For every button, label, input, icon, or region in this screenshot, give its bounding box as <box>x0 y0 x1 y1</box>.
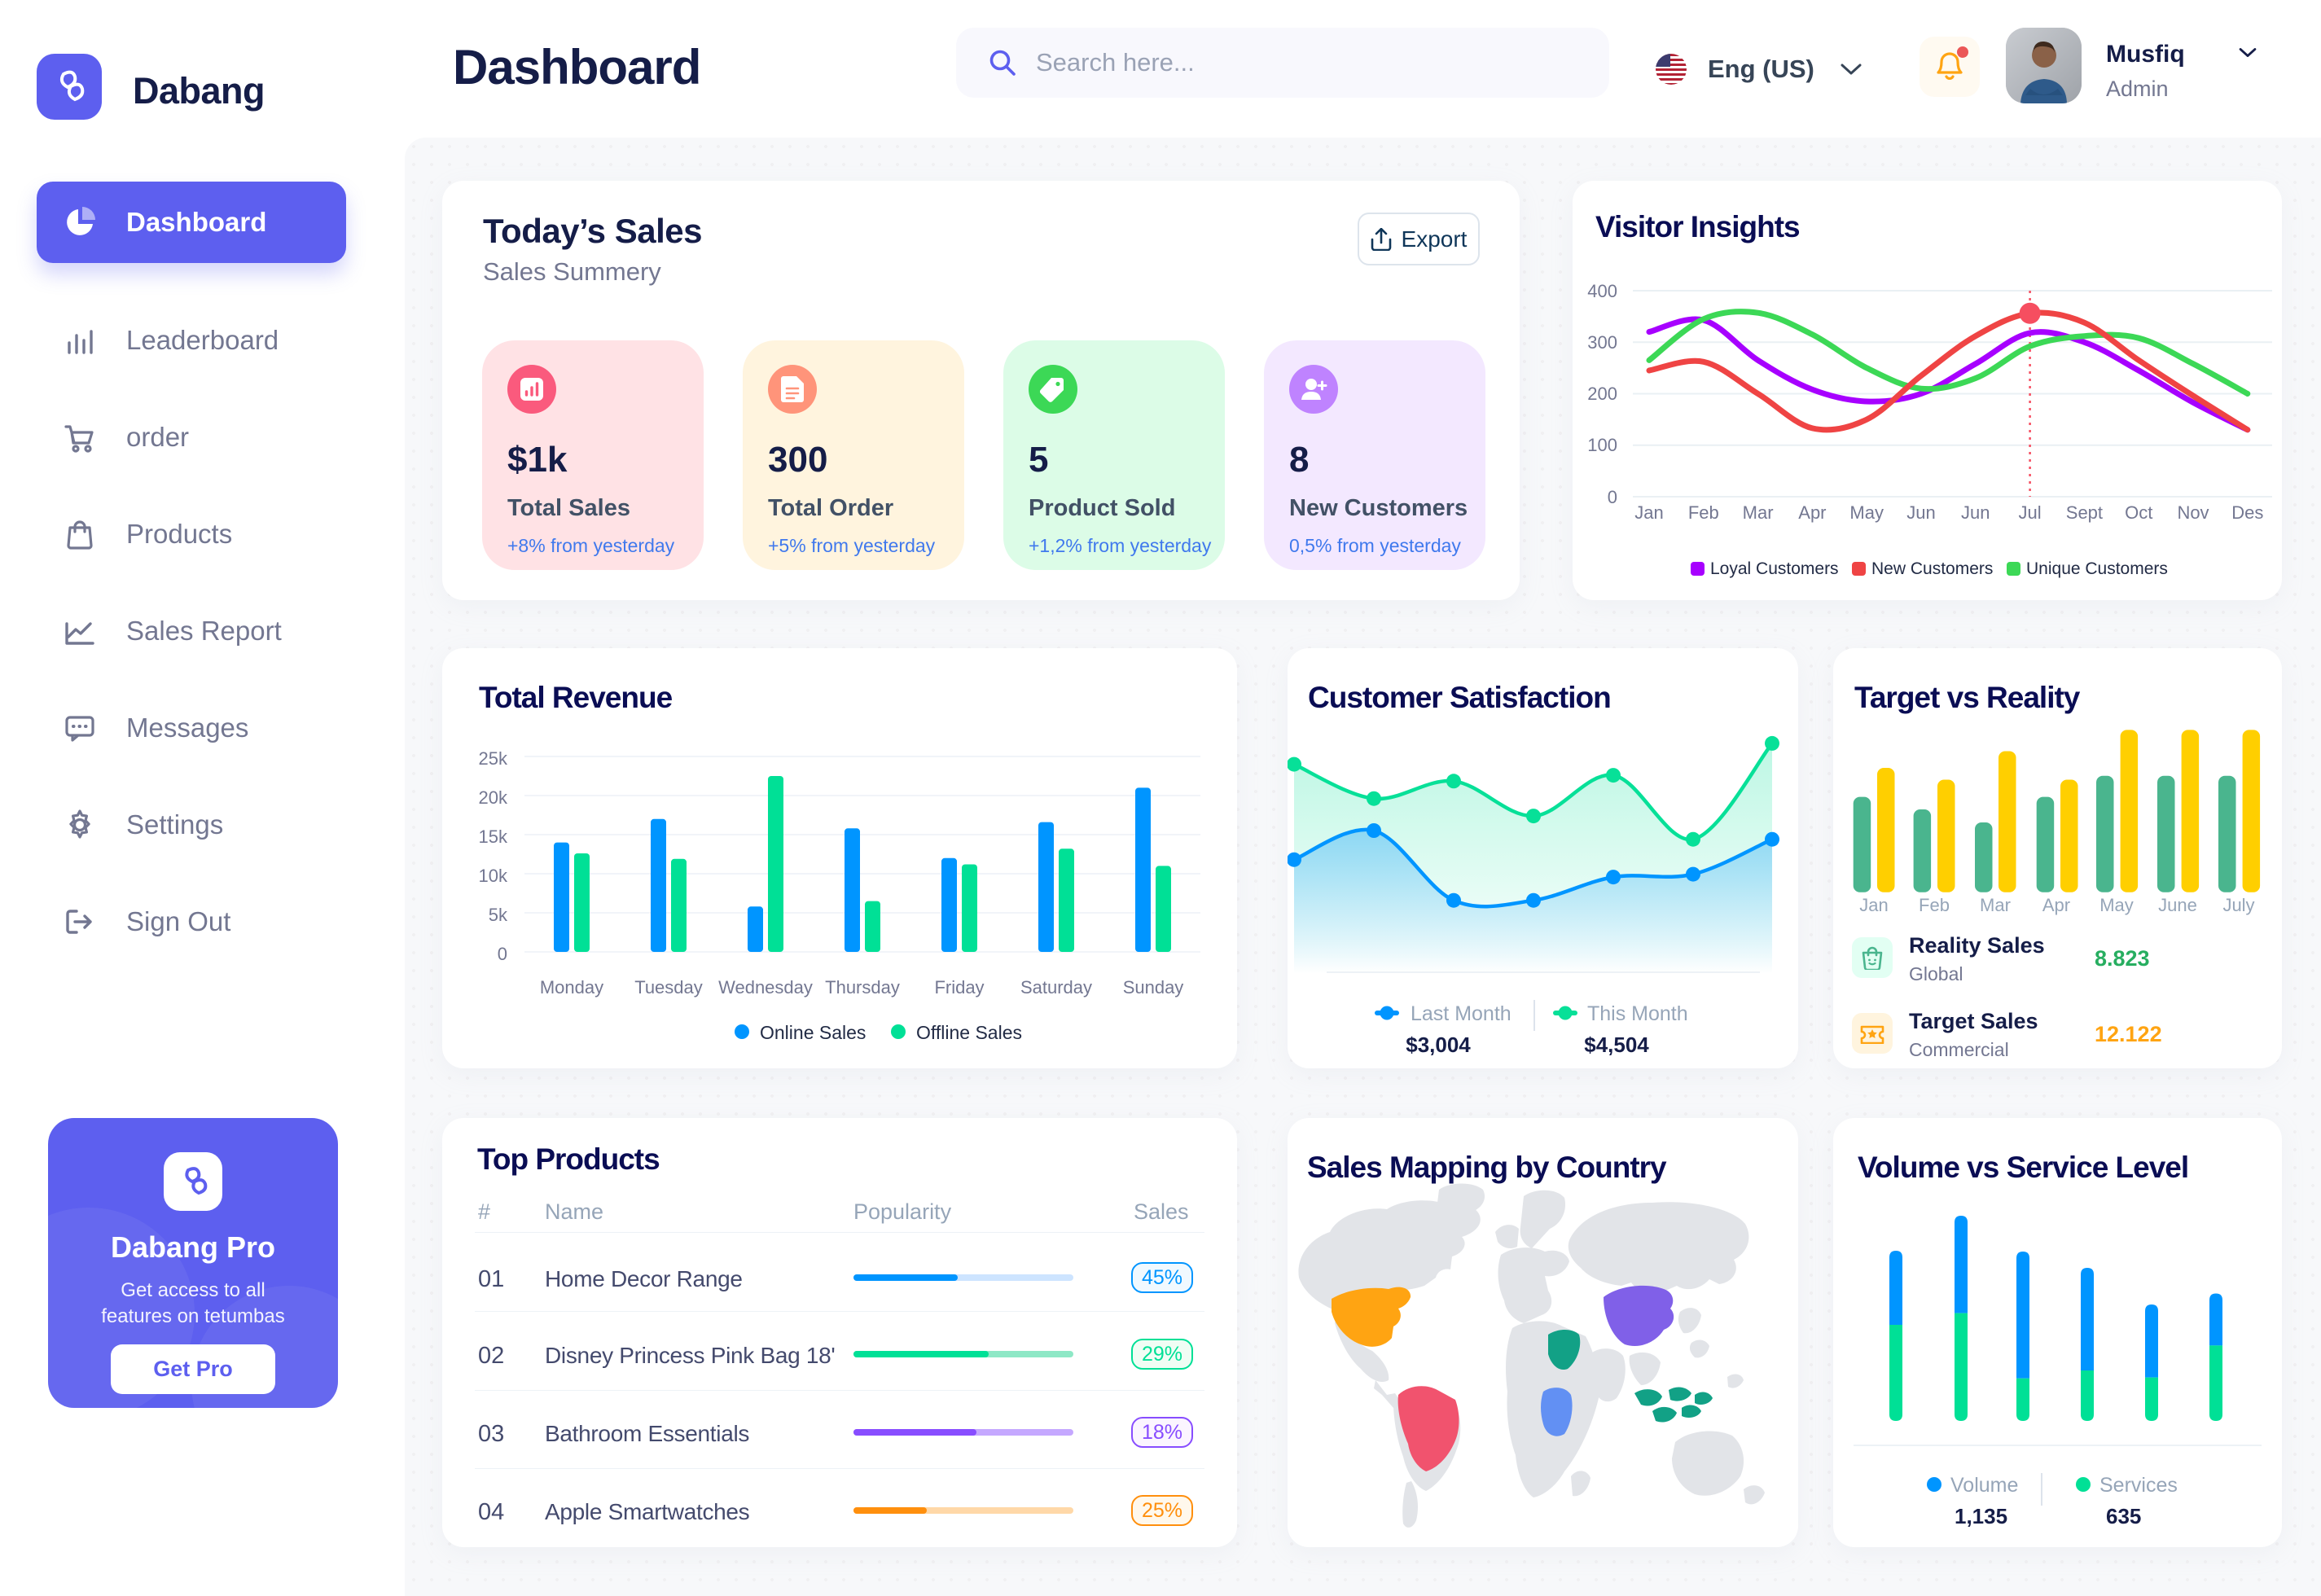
svg-text:Oct: Oct <box>2125 502 2152 523</box>
svg-text:This Month: This Month <box>1587 1002 1688 1025</box>
svg-text:Tuesday: Tuesday <box>634 977 703 998</box>
svg-text:May: May <box>2099 895 2134 915</box>
svg-text:1,135: 1,135 <box>1955 1504 2007 1528</box>
svg-text:Jun: Jun <box>1906 502 1935 523</box>
svg-text:8.823: 8.823 <box>2095 946 2150 971</box>
svg-text:Apr: Apr <box>2042 895 2070 915</box>
svg-text:Monday: Monday <box>540 977 603 998</box>
svg-text:Mar: Mar <box>1743 502 1774 523</box>
svg-text:Feb: Feb <box>1688 502 1719 523</box>
svg-text:100: 100 <box>1587 435 1617 455</box>
svg-text:Unique Customers: Unique Customers <box>2026 559 2168 578</box>
svg-text:Online Sales: Online Sales <box>760 1022 866 1043</box>
svg-text:Apr: Apr <box>1798 502 1826 523</box>
svg-text:Jan: Jan <box>1634 502 1663 523</box>
svg-text:New Customers: New Customers <box>1871 559 1993 578</box>
svg-text:12.122: 12.122 <box>2095 1022 2162 1046</box>
svg-text:Services: Services <box>2099 1474 2178 1497</box>
svg-text:Sept: Sept <box>2066 502 2103 523</box>
svg-text:Commercial: Commercial <box>1909 1039 2009 1060</box>
svg-text:June: June <box>2158 895 2197 915</box>
svg-text:$3,004: $3,004 <box>1406 1033 1471 1057</box>
svg-text:May: May <box>1849 502 1884 523</box>
svg-text:Jul: Jul <box>2019 502 2042 523</box>
svg-text:Des: Des <box>2231 502 2263 523</box>
svg-text:July: July <box>2222 895 2254 915</box>
svg-text:15k: 15k <box>479 826 508 847</box>
svg-text:Reality Sales: Reality Sales <box>1909 933 2045 958</box>
svg-text:Wednesday: Wednesday <box>718 977 813 998</box>
svg-text:10k: 10k <box>479 866 508 886</box>
svg-text:0: 0 <box>498 944 507 964</box>
svg-text:25k: 25k <box>479 748 508 769</box>
svg-text:Mar: Mar <box>1980 895 2011 915</box>
svg-text:635: 635 <box>2106 1504 2141 1528</box>
svg-text:0: 0 <box>1608 487 1617 507</box>
svg-text:300: 300 <box>1587 332 1617 353</box>
svg-text:Offline Sales: Offline Sales <box>916 1022 1022 1043</box>
svg-text:$4,504: $4,504 <box>1584 1033 1649 1057</box>
svg-text:20k: 20k <box>479 787 508 808</box>
svg-text:Last Month: Last Month <box>1411 1002 1512 1025</box>
svg-text:Target Sales: Target Sales <box>1909 1009 2038 1033</box>
svg-text:Thursday: Thursday <box>825 977 900 998</box>
svg-text:200: 200 <box>1587 384 1617 404</box>
svg-text:Feb: Feb <box>1919 895 1950 915</box>
svg-text:Loyal Customers: Loyal Customers <box>1710 559 1839 578</box>
svg-text:Jun: Jun <box>1961 502 1990 523</box>
svg-text:Nov: Nov <box>2177 502 2209 523</box>
svg-text:Friday: Friday <box>934 977 984 998</box>
svg-text:Sunday: Sunday <box>1123 977 1184 998</box>
svg-text:Volume: Volume <box>1950 1474 2018 1497</box>
svg-text:400: 400 <box>1587 281 1617 301</box>
svg-text:Jan: Jan <box>1859 895 1888 915</box>
svg-text:Global: Global <box>1909 963 1963 984</box>
svg-text:5k: 5k <box>489 905 508 925</box>
svg-text:Saturday: Saturday <box>1020 977 1092 998</box>
